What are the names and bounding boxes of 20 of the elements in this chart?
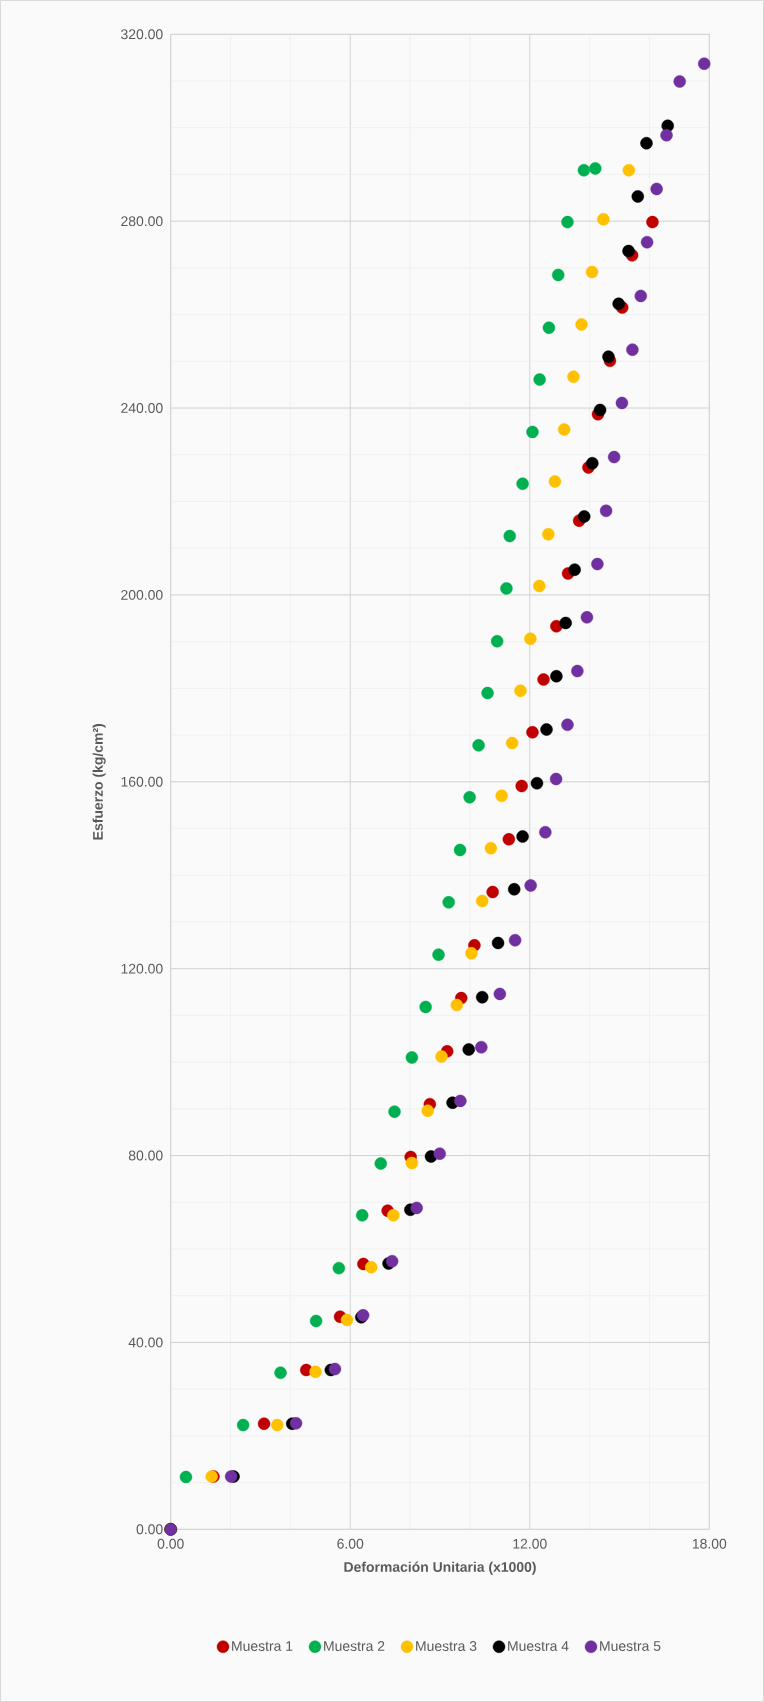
y-tick-label: 320.00: [121, 29, 163, 40]
y-tick-label: 240.00: [121, 403, 163, 413]
x-tick-label: 6.00: [337, 1538, 364, 1549]
y-tick-label: 280.00: [121, 216, 163, 227]
x-tick-label: 18.00: [692, 1538, 727, 1549]
y-tick-label: 0.00: [136, 1524, 163, 1535]
legend-label: Muestra 2: [324, 1641, 385, 1652]
x-tick-label: 0.00: [157, 1538, 184, 1549]
legend-label: Muestra 4: [508, 1641, 569, 1651]
legend-label: Muestra 1: [232, 1641, 293, 1651]
y-tick-label: 80.00: [128, 1150, 163, 1161]
x-axis-title: Deformación Unitaria (x1000): [344, 1561, 536, 1575]
y-tick-label: 200.00: [121, 589, 163, 600]
legend-label: Muestra 3: [416, 1641, 477, 1652]
legend-label: Muestra 5: [600, 1641, 661, 1651]
y-tick-label: 40.00: [128, 1337, 163, 1348]
y-tick-label: 160.00: [121, 776, 163, 787]
y-axis-title: Esfuerzo (kg/cm²): [92, 724, 106, 840]
x-tick-label: 12.00: [513, 1538, 547, 1549]
y-tick-label: 120.00: [121, 963, 163, 974]
